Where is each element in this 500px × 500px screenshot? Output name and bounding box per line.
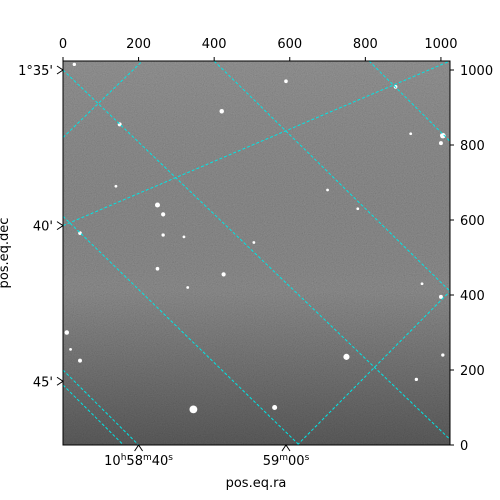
grid-line-6: [63, 61, 450, 227]
coordinate-grid: [63, 61, 450, 445]
star-15: [155, 266, 160, 271]
top-tick-label-5: 1000: [424, 37, 457, 52]
right-tick-label-1: 200: [460, 364, 485, 379]
ra-tick-0: [134, 444, 144, 452]
star-19: [343, 353, 350, 360]
dec-tick-2: [56, 376, 64, 386]
grid-line-5: [63, 384, 124, 445]
star-26: [420, 282, 424, 286]
right-tick-label-0: 0: [460, 439, 468, 454]
top-tick-label-0: 0: [59, 37, 67, 52]
ra-tick-label-1: 59m00s: [263, 453, 310, 469]
dec-tick-label-0: 1°35': [18, 64, 53, 79]
star-25: [438, 294, 443, 299]
star-10: [161, 212, 166, 217]
right-tick-label-4: 800: [460, 139, 485, 154]
ra-tick-1: [281, 444, 291, 452]
dec-tick-0: [56, 65, 64, 75]
star-16: [221, 272, 226, 277]
top-tick-label-1: 200: [126, 37, 151, 52]
top-pixel-axis: 0 200 400 600 800 1000: [59, 37, 457, 61]
star-2: [219, 109, 224, 114]
star-3: [284, 79, 288, 84]
star-24: [69, 347, 72, 351]
top-tick-label-4: 800: [353, 37, 378, 52]
star-12: [161, 233, 165, 237]
right-tick-label-2: 400: [460, 289, 485, 304]
top-tick-label-3: 600: [277, 37, 302, 52]
y-axis-label: pos.eq.dec: [0, 218, 12, 289]
star-18: [78, 358, 82, 363]
plot-frame: [62, 60, 451, 446]
star-0: [72, 62, 77, 67]
dec-axis: 1°35' 40' 45': [18, 64, 64, 390]
star-21: [414, 377, 419, 382]
star-field: [64, 62, 446, 414]
star-13: [182, 235, 186, 239]
star-28: [356, 207, 360, 211]
star-7: [409, 132, 413, 136]
star-9: [154, 202, 161, 208]
right-pixel-axis: 0 200 400 600 800 1000: [450, 64, 493, 454]
grid-line-8: [296, 290, 450, 445]
right-tick-label-3: 600: [460, 214, 485, 229]
grid-line-7: [63, 61, 143, 138]
grid-line-0: [63, 69, 450, 440]
star-27: [326, 188, 329, 192]
star-5: [440, 132, 446, 139]
star-22: [189, 405, 198, 414]
grid-line-2: [63, 369, 139, 445]
x-axis-label: pos.eq.ra: [226, 476, 287, 491]
ra-axis: 10h58m40s 59m00s: [104, 444, 310, 469]
dec-tick-label-1: 40': [33, 220, 53, 235]
star-20: [441, 353, 445, 357]
star-6: [438, 141, 443, 146]
star-29: [186, 286, 190, 289]
right-tick-label-5: 1000: [460, 64, 493, 79]
star-14: [252, 241, 256, 244]
star-23: [272, 404, 278, 411]
star-8: [114, 184, 118, 188]
top-tick-label-2: 400: [202, 37, 227, 52]
sky-image: [63, 61, 450, 445]
ra-tick-label-0: 10h58m40s: [104, 453, 173, 469]
dec-tick-label-2: 45': [33, 375, 53, 390]
dec-tick-1: [56, 221, 64, 231]
star-17: [64, 330, 70, 335]
grid-line-4: [368, 61, 450, 142]
